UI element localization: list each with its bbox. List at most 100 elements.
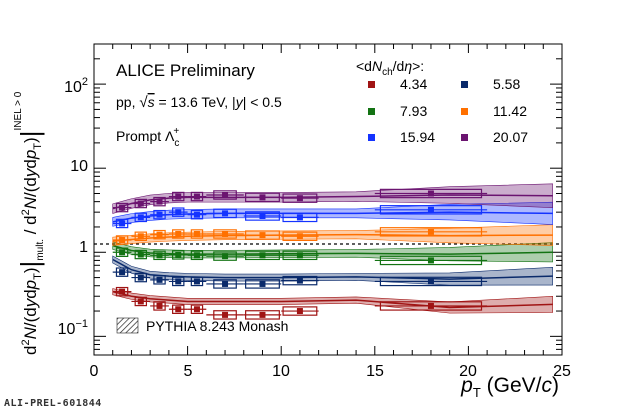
data-point-7.93 — [296, 252, 303, 259]
data-point-11.42 — [259, 232, 266, 239]
data-point-20.07 — [156, 198, 163, 205]
data-point-20.07 — [137, 200, 144, 207]
data-point-15.94 — [222, 210, 229, 217]
plot-frame — [93, 43, 563, 356]
data-point-15.94 — [119, 220, 126, 227]
data-syst-box-4.34 — [134, 296, 148, 307]
data-syst-box-4.34 — [190, 304, 204, 314]
data-point-4.34 — [119, 288, 126, 295]
particle-label: Prompt Λc+ — [116, 126, 179, 149]
data-point-4.34 — [137, 298, 144, 305]
data-syst-box-7.93 — [172, 250, 185, 260]
data-point-7.93 — [119, 249, 126, 256]
data-point-5.58 — [193, 278, 200, 285]
legend-marker-5.58 — [461, 81, 468, 88]
data-point-20.07 — [259, 194, 266, 201]
data-point-7.93 — [427, 257, 434, 264]
data-point-5.58 — [222, 280, 229, 287]
data-syst-box-7.93 — [134, 249, 148, 260]
data-point-5.58 — [119, 269, 126, 276]
data-syst-box-20.07 — [379, 188, 483, 199]
experiment-label: ALICE Preliminary — [116, 61, 255, 80]
x-tick-label: 25 — [553, 363, 571, 380]
data-syst-box-15.94 — [213, 208, 237, 219]
x-tick-label: 10 — [272, 363, 290, 380]
data-points — [112, 188, 488, 320]
data-point-4.34 — [193, 306, 200, 313]
legend-marker-20.07 — [461, 134, 468, 141]
data-syst-box-20.07 — [282, 193, 318, 203]
data-point-7.93 — [222, 253, 229, 260]
data-point-20.07 — [296, 195, 303, 202]
data-syst-box-20.07 — [134, 198, 148, 209]
data-syst-box-4.34 — [245, 310, 280, 320]
data-syst-box-7.93 — [190, 250, 204, 261]
legend-label-4.34: 4.34 — [400, 76, 427, 92]
data-point-4.34 — [296, 308, 303, 315]
data-point-20.07 — [427, 190, 434, 197]
data-syst-box-5.58 — [153, 275, 166, 285]
data-point-4.34 — [222, 311, 229, 318]
x-axis-title: pT (GeV/c) — [460, 374, 559, 400]
data-syst-box-5.58 — [213, 279, 237, 289]
data-syst-box-20.07 — [245, 192, 280, 203]
data-syst-box-15.94 — [172, 207, 185, 217]
data-syst-box-15.94 — [115, 218, 129, 229]
system-label: pp, √s = 13.6 TeV, |y| < 0.5 — [116, 94, 282, 111]
data-syst-box-11.42 — [115, 235, 129, 245]
data-syst-box-4.34 — [282, 306, 318, 316]
data-point-4.34 — [427, 302, 434, 309]
data-point-11.42 — [119, 236, 126, 243]
legend-label-20.07: 20.07 — [493, 129, 528, 145]
legend-title: <dNch/dη>: — [356, 58, 424, 78]
legend-marker-4.34 — [368, 81, 375, 88]
legend-marker-11.42 — [461, 108, 468, 115]
legend-marker-15.94 — [368, 134, 375, 141]
data-syst-box-15.94 — [379, 205, 483, 215]
pythia-curve-5.58 — [112, 258, 553, 280]
data-point-15.94 — [296, 214, 303, 221]
data-point-20.07 — [222, 191, 229, 198]
data-point-7.93 — [137, 251, 144, 258]
y-tick-label: 1 — [79, 239, 88, 256]
data-syst-box-15.94 — [153, 209, 166, 220]
data-syst-box-4.34 — [115, 286, 129, 297]
data-syst-box-20.07 — [115, 202, 129, 213]
data-point-15.94 — [427, 206, 434, 213]
y-axis-title: d2N/(dydpT)|mult. / d2N/(dydpT)|INEL > 0 — [13, 91, 46, 355]
data-syst-box-11.42 — [153, 229, 166, 240]
y-tick-label: 10−1 — [58, 318, 88, 338]
data-point-11.42 — [427, 228, 434, 235]
data-syst-box-15.94 — [282, 212, 318, 223]
data-point-11.42 — [296, 233, 303, 240]
data-syst-box-5.58 — [282, 275, 318, 286]
data-syst-box-7.93 — [245, 250, 280, 261]
pythia-legend-label: PYTHIA 8.243 Monash — [146, 318, 288, 334]
data-point-5.58 — [296, 277, 303, 284]
legend-label-5.58: 5.58 — [493, 76, 520, 92]
data-syst-box-7.93 — [379, 255, 483, 266]
data-point-15.94 — [137, 214, 144, 221]
data-point-15.94 — [259, 213, 266, 220]
data-syst-box-20.07 — [213, 190, 237, 200]
data-syst-box-15.94 — [190, 209, 204, 220]
data-syst-box-11.42 — [190, 229, 204, 239]
data-point-5.58 — [156, 276, 163, 283]
data-syst-box-7.93 — [213, 251, 237, 261]
data-point-5.58 — [427, 278, 434, 285]
pythia-bands — [112, 183, 553, 314]
axis-ticks — [93, 43, 563, 356]
data-syst-box-7.93 — [153, 250, 166, 261]
data-syst-box-15.94 — [245, 211, 280, 221]
x-tick-label: 20 — [459, 363, 477, 380]
data-point-11.42 — [137, 233, 144, 240]
data-syst-box-20.07 — [153, 196, 166, 207]
data-syst-box-4.34 — [379, 301, 483, 311]
data-syst-box-11.42 — [134, 231, 148, 242]
data-point-11.42 — [193, 230, 200, 237]
pythia-band-15.94 — [112, 201, 553, 227]
data-point-4.34 — [175, 306, 182, 313]
x-tick-label: 0 — [90, 363, 99, 380]
data-point-4.34 — [156, 302, 163, 309]
data-syst-box-5.58 — [190, 276, 204, 287]
